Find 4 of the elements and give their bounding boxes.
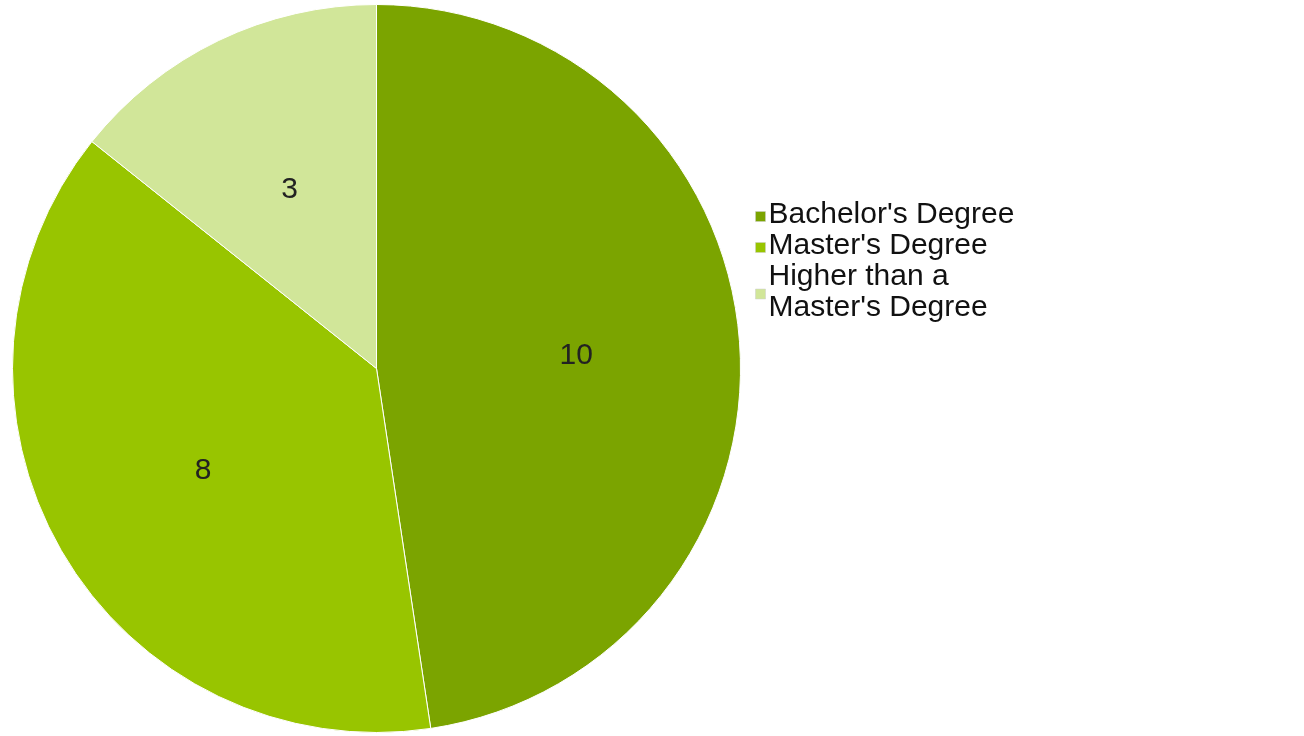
data-label: 8 — [194, 451, 212, 485]
data-label: 3 — [281, 171, 298, 205]
data-label: 10 — [559, 336, 593, 370]
legend-label: Bachelor's Degree — [768, 196, 1015, 229]
